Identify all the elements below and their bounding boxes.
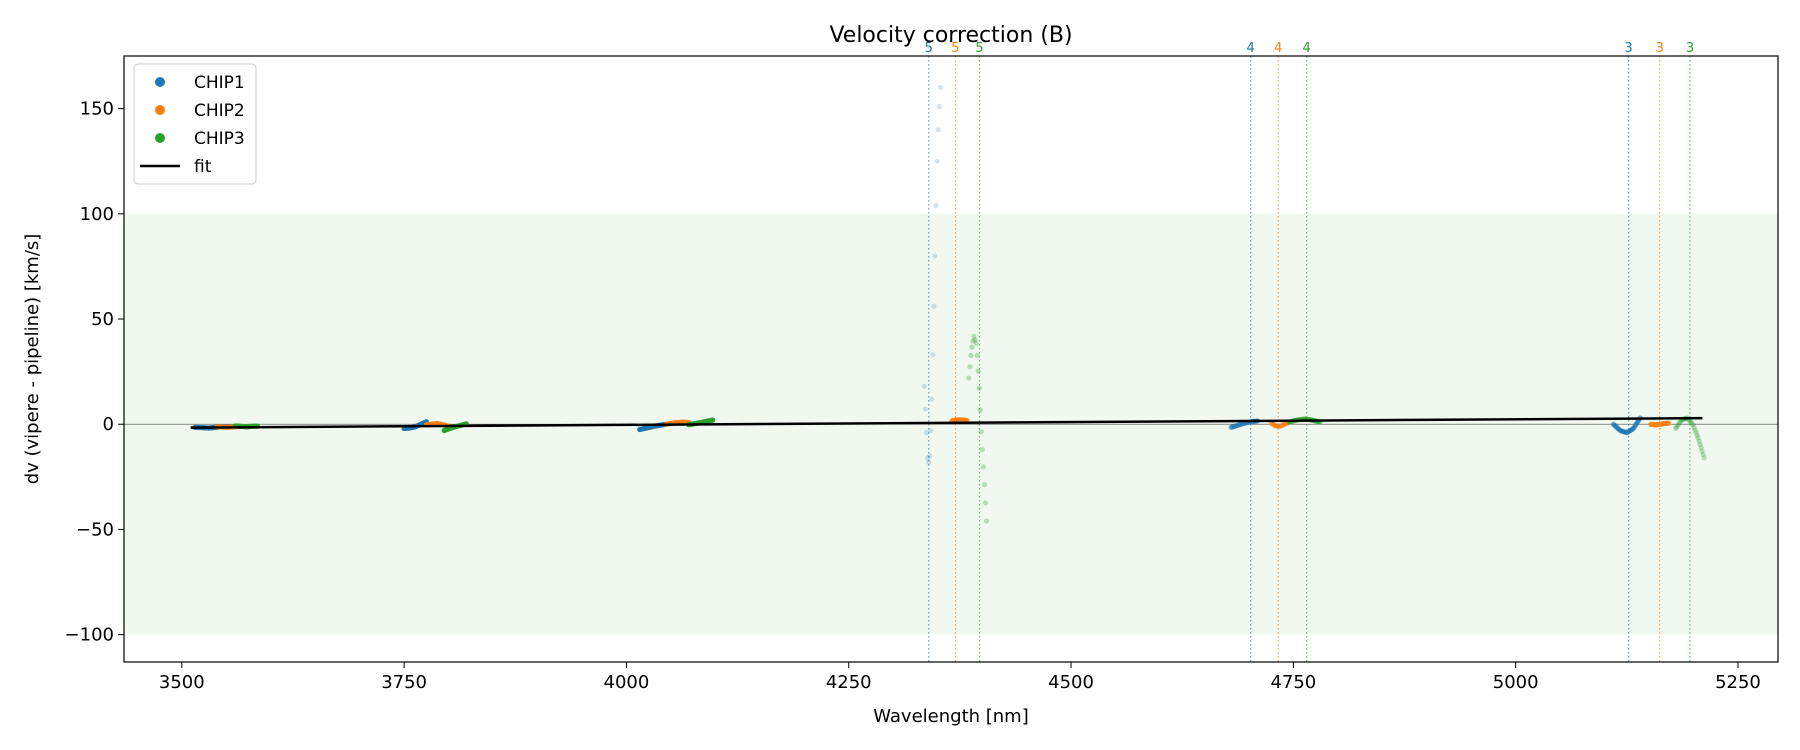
data-point-9-5 xyxy=(927,453,933,459)
y-tick-label-0: −100 xyxy=(65,625,114,646)
data-point-11-4 xyxy=(970,338,976,344)
order-label-1: 5 xyxy=(951,41,959,56)
order-label-2: 5 xyxy=(975,41,983,56)
data-point-9-14 xyxy=(936,103,942,110)
data-point-9-10 xyxy=(932,253,938,259)
data-point-9-3 xyxy=(924,455,931,461)
data-point-9-9 xyxy=(931,303,937,309)
x-axis-label: Wavelength [nm] xyxy=(873,706,1029,727)
order-label-0: 5 xyxy=(925,41,933,56)
legend-label-chip3: CHIP3 xyxy=(194,129,245,149)
legend-box xyxy=(133,63,257,185)
data-point-9-0 xyxy=(921,383,927,389)
data-point-9-1 xyxy=(922,406,928,412)
data-point-17-2 xyxy=(1675,422,1681,429)
data-point-17-21 xyxy=(1694,432,1700,438)
y-tick-label-5: 150 xyxy=(80,99,114,120)
data-point-17-16 xyxy=(1689,420,1695,426)
data-point-16-17 xyxy=(1666,420,1672,426)
data-point-11-2 xyxy=(968,352,974,359)
data-point-9-8 xyxy=(930,352,936,358)
data-point-11-17 xyxy=(983,518,990,524)
order-label-5: 4 xyxy=(1303,41,1311,56)
data-point-17-5 xyxy=(1678,418,1684,424)
data-point-11-13 xyxy=(979,447,985,453)
data-point-9-12 xyxy=(934,158,940,164)
data-point-11-9 xyxy=(975,368,981,374)
data-point-11-14 xyxy=(980,464,987,470)
x-tick-label-0: 3500 xyxy=(159,672,205,693)
x-tick-label-7: 5250 xyxy=(1715,672,1761,693)
data-point-17-15 xyxy=(1688,419,1694,425)
x-tick-label-5: 4750 xyxy=(1270,672,1316,693)
data-point-11-3 xyxy=(969,344,975,350)
fit-line xyxy=(190,416,1703,429)
x-tick-label-4: 4500 xyxy=(1048,672,1094,693)
data-point-17-27 xyxy=(1700,451,1706,458)
y-tick-label-3: 50 xyxy=(91,309,114,330)
data-point-17-26 xyxy=(1699,448,1705,454)
data-point-17-18 xyxy=(1691,424,1697,430)
data-point-17-17 xyxy=(1690,422,1696,428)
legend-marker-chip1 xyxy=(155,77,165,87)
y-tick-label-1: −50 xyxy=(76,519,114,540)
data-point-11-11 xyxy=(977,407,983,413)
data-point-11-6 xyxy=(972,337,978,343)
data-point-17-19 xyxy=(1692,427,1698,433)
plot-area-frame xyxy=(123,55,1779,663)
data-point-17-0 xyxy=(1673,425,1679,432)
data-point-11-10 xyxy=(976,385,982,391)
data-point-17-4 xyxy=(1677,419,1683,426)
data-point-17-24 xyxy=(1697,441,1703,447)
x-tick-label-3: 4250 xyxy=(826,672,872,693)
data-point-11-0 xyxy=(966,375,972,381)
data-point-9-4 xyxy=(925,459,932,465)
data-point-9-7 xyxy=(929,396,935,402)
data-point-17-22 xyxy=(1695,435,1701,441)
x-tick-label-6: 5000 xyxy=(1493,672,1539,693)
x-tick-label-2: 4000 xyxy=(604,672,650,693)
data-point-17-25 xyxy=(1698,445,1704,451)
data-point-9-6 xyxy=(928,427,934,434)
y-axis-label: dv (vipere - pipeline) [km/s] xyxy=(22,234,43,485)
y-tick-label-4: 100 xyxy=(80,204,114,225)
legend-marker-chip3 xyxy=(155,133,165,143)
y-tick-label-2: 0 xyxy=(103,414,114,435)
order-label-4: 4 xyxy=(1274,41,1282,56)
legend-label-chip1: CHIP1 xyxy=(194,73,245,93)
data-point-17-20 xyxy=(1693,430,1699,436)
data-point-17-23 xyxy=(1696,438,1702,444)
data-point-9-11 xyxy=(933,202,939,208)
legend-label-chip2: CHIP2 xyxy=(194,101,245,121)
x-tick-label-1: 3750 xyxy=(381,672,427,693)
data-point-11-15 xyxy=(981,482,988,488)
legend-marker-chip2 xyxy=(155,105,165,115)
data-point-17-3 xyxy=(1676,421,1682,427)
data-point-11-5 xyxy=(971,333,977,339)
legend: CHIP1 CHIP2 CHIP3 fit xyxy=(133,63,257,185)
data-point-8-23 xyxy=(710,417,716,423)
order-label-3: 4 xyxy=(1247,41,1255,56)
order-label-6: 3 xyxy=(1624,41,1632,56)
data-point-17-14 xyxy=(1687,418,1693,424)
data-point-11-7 xyxy=(973,340,979,346)
data-point-17-1 xyxy=(1674,424,1680,430)
data-point-9-15 xyxy=(937,84,943,91)
order-label-7: 3 xyxy=(1656,41,1664,56)
order-label-8: 3 xyxy=(1686,41,1694,56)
data-point-9-13 xyxy=(935,127,941,133)
data-point-11-8 xyxy=(974,352,980,359)
data-point-11-16 xyxy=(982,500,989,506)
legend-label-fit: fit xyxy=(194,157,212,177)
data-point-9-2 xyxy=(923,430,930,436)
data-point-11-1 xyxy=(967,364,973,370)
chart-title: Velocity correction (B) xyxy=(829,23,1072,48)
data-point-17-28 xyxy=(1701,455,1707,461)
data-point-11-12 xyxy=(978,429,984,435)
